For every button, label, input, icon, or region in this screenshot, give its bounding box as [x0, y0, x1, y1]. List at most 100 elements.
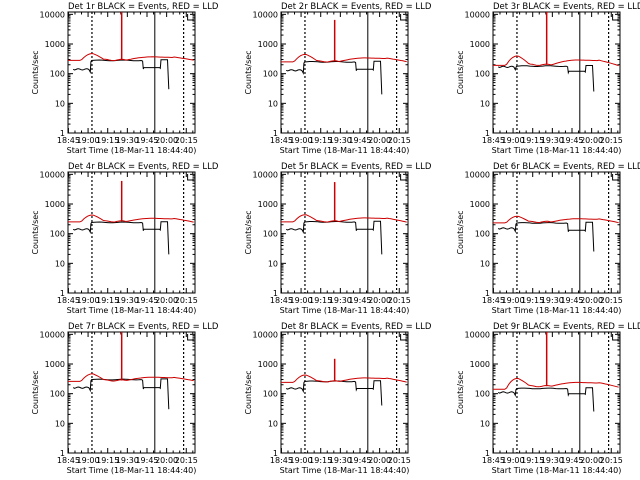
- x-tick-label: 19:00: [290, 296, 313, 305]
- x-tick-label: 19:00: [502, 456, 525, 465]
- y-tick-label: 1: [60, 129, 65, 138]
- lld-series-line: [493, 377, 619, 390]
- x-tick-label: 20:00: [368, 296, 391, 305]
- y-tick-label: 1000: [45, 200, 65, 209]
- x-axis-label: Start Time (18-Mar-11 18:44:40): [280, 306, 410, 315]
- x-tick-label: 20:15: [175, 456, 198, 465]
- x-tick-label: 19:15: [521, 136, 544, 145]
- x-tick-label: 18:45: [270, 296, 293, 305]
- y-tick-label: 10: [480, 99, 490, 108]
- x-tick-label: 20:15: [600, 456, 623, 465]
- panel-title: Det 9r BLACK = Events, RED = LLD: [493, 322, 640, 332]
- y-tick-label: 1000: [470, 200, 490, 209]
- y-tick-label: 10000: [465, 10, 490, 19]
- x-tick-label: 19:45: [348, 296, 371, 305]
- x-tick-label: 19:45: [560, 456, 583, 465]
- x-tick-label: 19:00: [290, 136, 313, 145]
- plot-frame: [492, 331, 621, 454]
- plot-frame: [492, 11, 621, 134]
- x-tick-label: 19:30: [329, 456, 352, 465]
- x-tick-label: 19:15: [96, 456, 119, 465]
- x-tick-label: 18:45: [482, 296, 505, 305]
- y-tick-label: 1: [273, 129, 278, 138]
- y-tick-label: 10: [268, 419, 278, 428]
- events-series-line: [497, 65, 595, 92]
- x-axis-label: Start Time (18-Mar-11 18:44:40): [67, 146, 197, 155]
- x-tick-label: 19:45: [135, 296, 158, 305]
- panel-1: Det 1r BLACK = Events, RED = LLD Counts/s…: [31, 2, 219, 155]
- x-tick-label: 19:30: [541, 136, 564, 145]
- y-axis-label: Counts/sec: [31, 210, 40, 254]
- panel-2: Det 2r BLACK = Events, RED = LLD Counts/s…: [244, 2, 432, 155]
- x-tick-label: 19:30: [329, 136, 352, 145]
- y-tick-label: 100: [50, 70, 65, 79]
- y-tick-label: 100: [475, 390, 490, 399]
- panel-title: Det 2r BLACK = Events, RED = LLD: [281, 2, 432, 12]
- x-axis-label: Start Time (18-Mar-11 18:44:40): [492, 146, 622, 155]
- y-tick-label: 10: [480, 259, 490, 268]
- x-tick-label: 20:00: [155, 456, 178, 465]
- interval-bracket: [187, 334, 194, 341]
- interval-bracket: [400, 174, 407, 181]
- lld-series-line: [68, 214, 194, 223]
- y-axis-label: Counts/sec: [244, 370, 253, 414]
- plot-frame: [280, 171, 409, 294]
- panel-8: Det 8r BLACK = Events, RED = LLD Counts/s…: [244, 322, 432, 475]
- interval-bracket: [400, 334, 407, 341]
- y-tick-label: 1000: [258, 360, 278, 369]
- panel-9: Det 9r BLACK = Events, RED = LLD Counts/s…: [456, 322, 640, 475]
- y-tick-label: 100: [475, 230, 490, 239]
- y-axis-label: Counts/sec: [456, 210, 465, 254]
- x-tick-label: 19:15: [309, 136, 332, 145]
- x-tick-label: 19:00: [502, 136, 525, 145]
- x-axis-label: Start Time (18-Mar-11 18:44:40): [492, 466, 622, 475]
- y-axis-label: Counts/sec: [244, 210, 253, 254]
- y-tick-label: 1000: [470, 360, 490, 369]
- x-axis-label: Start Time (18-Mar-11 18:44:40): [492, 306, 622, 315]
- x-tick-label: 20:00: [155, 296, 178, 305]
- y-tick-label: 10000: [465, 170, 490, 179]
- y-tick-label: 10: [55, 99, 65, 108]
- x-tick-label: 19:30: [329, 296, 352, 305]
- y-tick-label: 1: [485, 449, 490, 458]
- y-tick-label: 1000: [45, 40, 65, 49]
- x-tick-label: 20:00: [580, 456, 603, 465]
- panel-4: Det 4r BLACK = Events, RED = LLD Counts/s…: [31, 162, 219, 315]
- x-tick-label: 20:00: [580, 136, 603, 145]
- y-tick-label: 10000: [465, 330, 490, 339]
- x-tick-label: 19:45: [348, 136, 371, 145]
- x-tick-label: 18:45: [270, 136, 293, 145]
- x-tick-label: 18:45: [57, 296, 80, 305]
- plot-frame: [492, 171, 621, 294]
- x-tick-label: 20:15: [388, 136, 411, 145]
- x-tick-label: 19:15: [309, 456, 332, 465]
- x-tick-label: 19:15: [521, 296, 544, 305]
- y-tick-label: 1000: [258, 200, 278, 209]
- y-tick-label: 10000: [253, 10, 278, 19]
- x-tick-label: 19:45: [348, 456, 371, 465]
- panel-title: Det 8r BLACK = Events, RED = LLD: [281, 322, 432, 332]
- y-tick-label: 10000: [253, 330, 278, 339]
- plot-frame: [67, 11, 196, 134]
- panel-title: Det 1r BLACK = Events, RED = LLD: [68, 2, 219, 12]
- y-tick-label: 10000: [253, 170, 278, 179]
- x-tick-label: 18:45: [270, 456, 293, 465]
- y-tick-label: 10: [480, 419, 490, 428]
- events-series-line: [72, 378, 170, 410]
- panel-3: Det 3r BLACK = Events, RED = LLD Counts/s…: [456, 2, 640, 155]
- y-tick-label: 1: [60, 289, 65, 298]
- y-tick-label: 100: [475, 70, 490, 79]
- x-tick-label: 19:00: [502, 296, 525, 305]
- panel-title: Det 4r BLACK = Events, RED = LLD: [68, 162, 219, 172]
- x-tick-label: 19:15: [521, 456, 544, 465]
- x-axis-label: Start Time (18-Mar-11 18:44:40): [280, 146, 410, 155]
- y-tick-label: 100: [263, 70, 278, 79]
- y-tick-label: 1000: [258, 40, 278, 49]
- interval-bracket: [187, 14, 194, 21]
- panel-title: Det 6r BLACK = Events, RED = LLD: [493, 162, 640, 172]
- y-tick-label: 1: [273, 289, 278, 298]
- y-axis-label: Counts/sec: [244, 50, 253, 94]
- y-tick-label: 1: [273, 449, 278, 458]
- panel-7: Det 7r BLACK = Events, RED = LLD Counts/s…: [31, 322, 219, 475]
- x-tick-label: 19:00: [290, 456, 313, 465]
